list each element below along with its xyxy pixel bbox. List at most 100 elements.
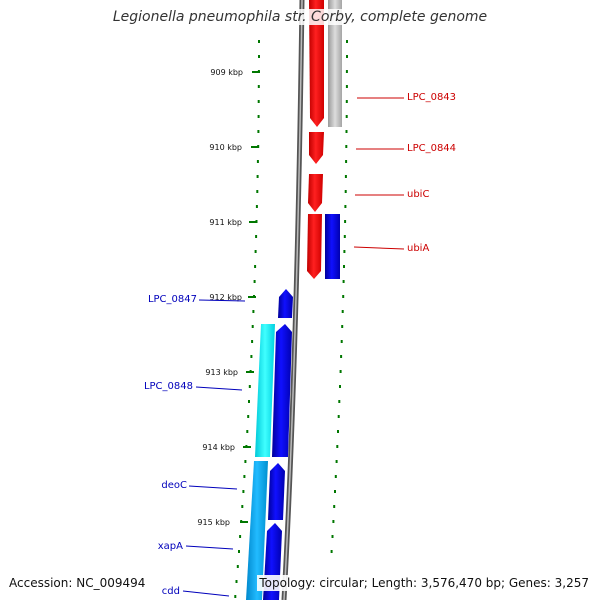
scale-dot (345, 130, 348, 133)
scale-dot (252, 310, 255, 313)
scale-dot (258, 55, 260, 58)
scale-dot (248, 400, 250, 403)
scale-dot (235, 580, 238, 583)
scale-dot (340, 340, 343, 343)
gene-feature-blue[interactable] (325, 214, 340, 279)
scale-dot (344, 175, 347, 178)
label-connectors (182, 97, 405, 597)
inner-tick-ring (330, 40, 348, 553)
tick-label: 914 kbp (202, 443, 235, 452)
gene-label-lpc0844[interactable]: LPC_0844 (407, 143, 456, 154)
scale-dot (243, 475, 246, 478)
scale-dot (250, 355, 253, 358)
scale-dot (251, 325, 254, 328)
scale-dot (236, 565, 239, 568)
scale-dot (256, 175, 259, 178)
scale-dot (332, 520, 335, 523)
forward-strand-features (307, 0, 342, 279)
scale-dot (338, 400, 341, 403)
scale-dot (331, 535, 334, 538)
gene-feature-cyan[interactable] (255, 324, 275, 457)
scale-dot (334, 475, 337, 478)
scale-dot (345, 115, 348, 118)
reverse-strand-features (246, 289, 293, 600)
scale-dot (345, 85, 348, 88)
gene-label-deoc[interactable]: deoC (161, 480, 187, 491)
scale-dot (247, 415, 250, 418)
gene-ubic[interactable] (308, 174, 323, 212)
scale-dot (346, 40, 348, 43)
scale-dot (330, 550, 333, 553)
gene-label-lpc0847[interactable]: LPC_0847 (148, 294, 197, 305)
genome-title: Legionella pneumophila str. Corby, compl… (0, 9, 600, 25)
scale-dot (345, 100, 348, 103)
scale-dot (257, 130, 260, 133)
tick-label: 909 kbp (210, 68, 243, 77)
scale-dot (344, 220, 347, 223)
gene-label-ubic[interactable]: ubiC (407, 189, 429, 200)
scale-dot (241, 505, 244, 508)
scale-dot (257, 85, 260, 88)
scale-dot (258, 40, 260, 43)
gene-lpc0843[interactable] (309, 0, 324, 127)
scale-dot (257, 100, 260, 103)
scale-dot (344, 205, 347, 208)
scale-dot (344, 190, 347, 193)
scale-dot (337, 430, 339, 433)
gene-label-cdd[interactable]: cdd (162, 586, 180, 597)
scale-dot (256, 190, 259, 193)
tick-label: 910 kbp (209, 143, 242, 152)
scale-dot (234, 595, 237, 598)
scale-dot (343, 250, 346, 253)
scale-dot (242, 490, 245, 493)
scale-dot (337, 415, 340, 418)
kbp-tick-marks (240, 71, 260, 523)
scale-dot (256, 160, 259, 163)
scale-dot (244, 460, 247, 463)
topology-text: Topology: circular; Length: 3,576,470 bp… (257, 575, 591, 591)
gene-feature-grey[interactable] (328, 0, 342, 127)
scale-dot (345, 145, 348, 148)
tick-label: 915 kbp (197, 518, 230, 527)
scale-dot (339, 370, 342, 373)
scale-dot (345, 70, 348, 73)
tick-label: 913 kbp (205, 368, 238, 377)
accession-text: Accession: NC_009494 (7, 575, 148, 591)
scale-dot (339, 385, 341, 388)
scale-dot (239, 535, 242, 538)
scale-dot (334, 490, 336, 493)
scale-dot (257, 115, 260, 118)
gene-label-ubia[interactable]: ubiA (407, 243, 429, 254)
scale-dot (335, 460, 338, 463)
gene-label-lpc0843[interactable]: LPC_0843 (407, 92, 456, 103)
scale-dot (333, 505, 336, 508)
scale-dot (345, 160, 348, 163)
scale-dot (341, 310, 344, 313)
gene-deoc[interactable] (268, 463, 285, 520)
gene-lpc0844[interactable] (309, 132, 324, 164)
scale-dot (336, 445, 339, 448)
scale-dot (251, 340, 254, 343)
scale-dot (340, 355, 343, 358)
outer-tick-ring (234, 40, 260, 598)
tick-label: 912 kbp (209, 293, 242, 302)
gene-label-lpc0848[interactable]: LPC_0848 (144, 381, 193, 392)
gene-label-xapa[interactable]: xapA (158, 541, 183, 552)
gene-lpc0848[interactable] (272, 324, 292, 457)
scale-dot (255, 235, 258, 238)
scale-dot (346, 55, 348, 58)
gene-lpc0847[interactable] (278, 289, 293, 318)
gene-cdd[interactable] (246, 461, 268, 600)
scale-dot (342, 295, 345, 298)
scale-dot (342, 280, 345, 283)
scale-dot (341, 325, 344, 328)
scale-dot (255, 205, 258, 208)
scale-dot (254, 265, 257, 268)
scale-dot (246, 430, 249, 433)
tick-label: 911 kbp (209, 218, 242, 227)
gene-ubia[interactable] (307, 214, 322, 279)
scale-dot (343, 235, 346, 238)
scale-dot (254, 250, 257, 253)
scale-dot (248, 385, 251, 388)
scale-dot (253, 280, 256, 283)
